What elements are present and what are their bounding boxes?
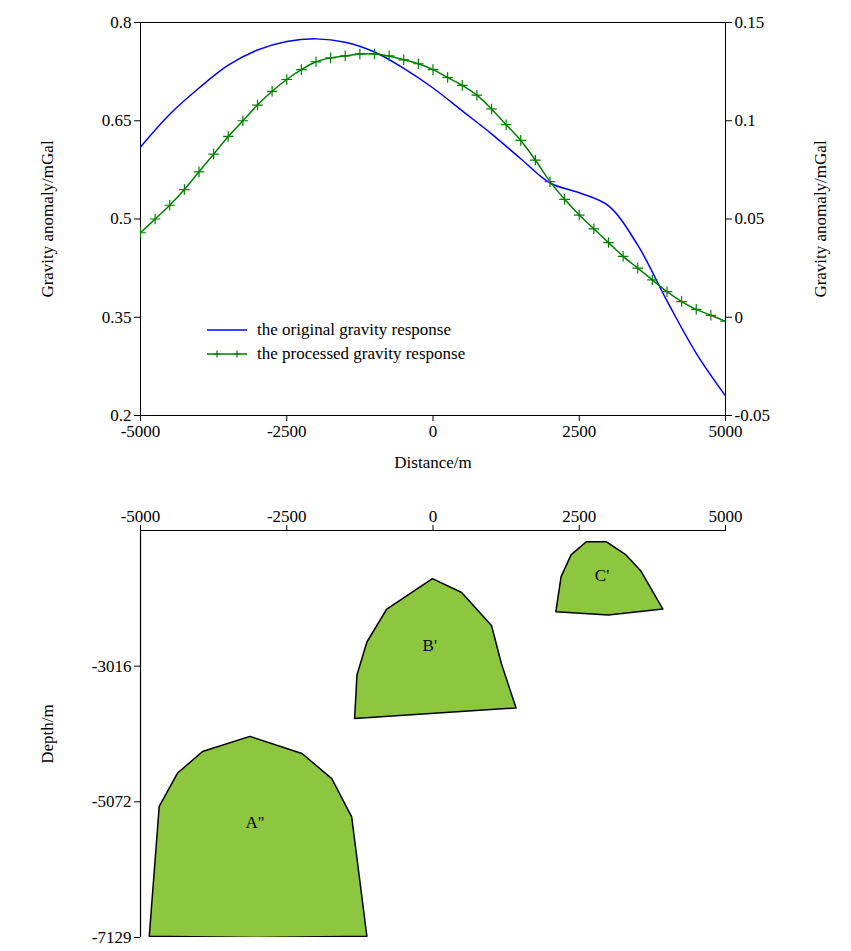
svg-text:-5072: -5072 xyxy=(92,792,132,811)
svg-text:0.2: 0.2 xyxy=(110,405,132,425)
svg-text:-2500: -2500 xyxy=(267,507,307,526)
svg-text:0.05: 0.05 xyxy=(735,209,765,228)
html-text:the processed gravity response: the processed gravity response xyxy=(257,344,466,363)
svg-text:-5000: -5000 xyxy=(121,422,161,441)
svg-text:0.1: 0.1 xyxy=(735,111,756,130)
svg-text:C': C' xyxy=(595,566,609,585)
svg-text:-5000: -5000 xyxy=(121,507,161,526)
svg-text:5000: 5000 xyxy=(709,507,743,526)
svg-text:Gravity anomaly/mGal: Gravity anomaly/mGal xyxy=(811,140,830,297)
svg-text:5000: 5000 xyxy=(708,421,743,441)
svg-text:0.5: 0.5 xyxy=(110,209,131,228)
svg-text:-0.05: -0.05 xyxy=(735,406,770,425)
svg-text:0.15: 0.15 xyxy=(735,13,765,32)
svg-text:0: 0 xyxy=(429,422,438,441)
svg-text:2500: 2500 xyxy=(562,507,596,526)
svg-text:-2500: -2500 xyxy=(267,422,307,441)
svg-text:0: 0 xyxy=(429,507,438,526)
svg-text:0.65: 0.65 xyxy=(102,111,132,130)
svg-text:0.8: 0.8 xyxy=(110,13,131,32)
svg-text:0: 0 xyxy=(735,308,744,327)
svg-text:-7129: -7129 xyxy=(92,928,132,947)
svg-text:Depth/m: Depth/m xyxy=(38,704,57,764)
svg-text:Gravity anomaly/mGal: Gravity anomaly/mGal xyxy=(38,140,57,297)
svg-text:Distance/m: Distance/m xyxy=(394,453,471,472)
svg-text:-3016: -3016 xyxy=(92,657,132,676)
svg-text:B': B' xyxy=(423,636,437,655)
svg-text:2500: 2500 xyxy=(562,422,596,441)
svg-text:A'': A'' xyxy=(246,813,264,832)
html-text:the original gravity response: the original gravity response xyxy=(257,320,451,339)
svg-text:0.35: 0.35 xyxy=(102,308,132,327)
